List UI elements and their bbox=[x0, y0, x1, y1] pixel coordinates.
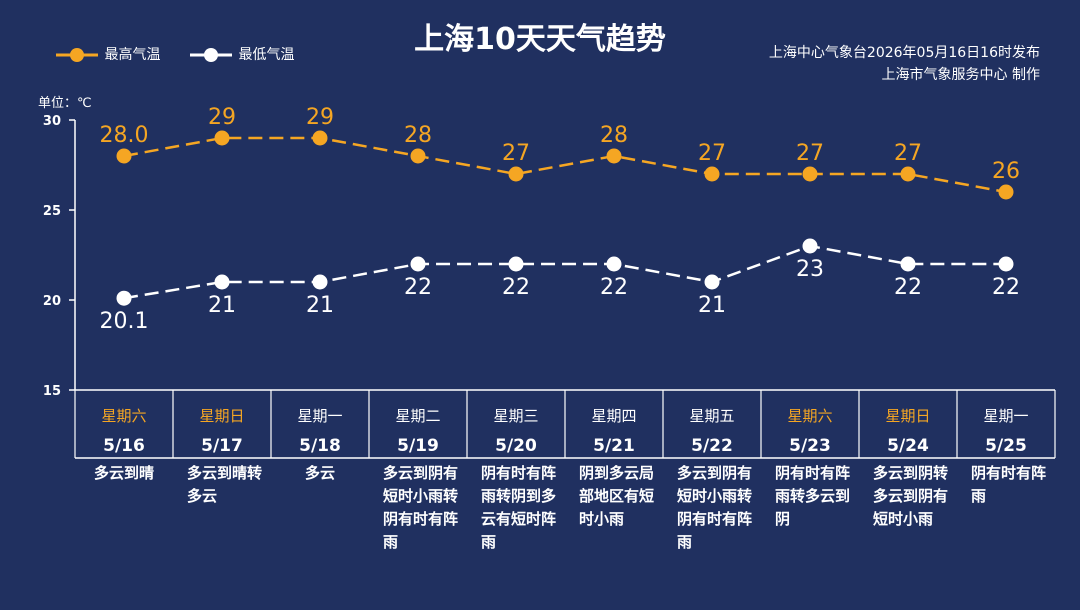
unit-label: 单位：℃ bbox=[38, 96, 92, 111]
weekday-label: 星期日 bbox=[199, 407, 244, 425]
date-label: 5/23 bbox=[789, 436, 831, 456]
date-label: 5/24 bbox=[887, 436, 929, 456]
data-label-low: 22 bbox=[404, 275, 432, 300]
data-label-high: 27 bbox=[796, 141, 824, 166]
data-point-high bbox=[116, 148, 132, 164]
weather-description: 多云到阴转多云到阴有短时小雨 bbox=[873, 464, 949, 528]
weekday-label: 星期五 bbox=[689, 407, 734, 425]
data-label-high: 29 bbox=[306, 105, 334, 130]
data-point-high bbox=[802, 166, 818, 182]
weather-description: 多云到晴 bbox=[93, 464, 154, 482]
weekday-label: 星期一 bbox=[297, 407, 342, 425]
date-label: 5/25 bbox=[985, 436, 1027, 456]
data-point-high bbox=[900, 166, 916, 182]
data-label-low: 21 bbox=[208, 293, 236, 318]
date-label: 5/22 bbox=[691, 436, 733, 456]
legend-high: 最高气温 bbox=[54, 44, 160, 64]
date-label: 5/21 bbox=[593, 436, 635, 456]
data-label-high: 28 bbox=[600, 123, 628, 148]
weather-description: 多云到晴转多云 bbox=[187, 464, 263, 505]
legend-low-label: 最低气温 bbox=[238, 47, 295, 63]
weekday-label: 星期日 bbox=[885, 407, 930, 425]
data-point-high bbox=[704, 166, 720, 182]
data-label-low: 21 bbox=[698, 293, 726, 318]
data-point-high bbox=[606, 148, 622, 164]
source-line-2: 上海市气象服务中心 制作 bbox=[881, 67, 1040, 83]
series-line-high bbox=[123, 136, 1007, 194]
weekday-label: 星期六 bbox=[101, 407, 146, 425]
weekday-label: 星期六 bbox=[787, 407, 832, 425]
data-point-high bbox=[312, 130, 328, 146]
data-label-high: 28.0 bbox=[100, 123, 149, 148]
date-label: 5/20 bbox=[495, 436, 537, 456]
legend-low-marker-icon bbox=[190, 48, 232, 62]
data-label-low: 23 bbox=[796, 257, 824, 282]
data-point-low bbox=[116, 290, 132, 306]
data-label-high: 29 bbox=[208, 105, 236, 130]
date-label: 5/18 bbox=[299, 436, 341, 456]
data-label-high: 26 bbox=[992, 159, 1020, 184]
y-tick-label-25: 25 bbox=[43, 204, 61, 219]
weather-description: 多云到阴有短时小雨转阴有时有阵雨 bbox=[383, 464, 459, 551]
data-point-high bbox=[410, 148, 426, 164]
data-label-low: 22 bbox=[502, 275, 530, 300]
data-point-low bbox=[802, 238, 818, 254]
legend-low: 最低气温 bbox=[188, 44, 294, 64]
data-point-low bbox=[214, 274, 230, 290]
data-label-high: 27 bbox=[894, 141, 922, 166]
y-tick-label-20: 20 bbox=[43, 294, 61, 309]
data-label-low: 20.1 bbox=[100, 309, 149, 334]
data-label-low: 21 bbox=[306, 293, 334, 318]
series-line-low bbox=[123, 244, 1006, 300]
data-point-high bbox=[508, 166, 524, 182]
weather-description: 阴有时有阵雨转阴到多云有短时阵雨 bbox=[481, 464, 557, 551]
weekday-label: 星期四 bbox=[591, 407, 636, 425]
data-point-low bbox=[606, 256, 622, 272]
weather-description: 阴有时有阵雨 bbox=[971, 464, 1047, 505]
y-tick-label-30: 30 bbox=[43, 114, 61, 129]
data-point-high bbox=[214, 130, 230, 146]
data-label-low: 22 bbox=[894, 275, 922, 300]
data-point-low bbox=[312, 274, 328, 290]
data-point-low bbox=[900, 256, 916, 272]
weather-description: 多云到阴有短时小雨转阴有时有阵雨 bbox=[677, 464, 753, 551]
data-label-high: 28 bbox=[404, 123, 432, 148]
legend-high-marker-icon bbox=[56, 48, 98, 62]
data-point-low bbox=[508, 256, 524, 272]
data-point-high bbox=[998, 184, 1014, 200]
weather-description: 阴有时有阵雨转多云到阴 bbox=[775, 464, 851, 528]
date-label: 5/17 bbox=[201, 436, 243, 456]
data-label-low: 22 bbox=[992, 275, 1020, 300]
weather-description: 多云 bbox=[304, 464, 335, 482]
data-point-low bbox=[998, 256, 1014, 272]
weekday-label: 星期二 bbox=[395, 407, 440, 425]
weather-description: 阴到多云局部地区有短时小雨 bbox=[579, 464, 655, 528]
weekday-label: 星期三 bbox=[493, 407, 538, 425]
data-point-low bbox=[704, 274, 720, 290]
source-line-1: 上海中心气象台2026年05月16日16时发布 bbox=[768, 45, 1040, 61]
data-label-high: 27 bbox=[502, 141, 530, 166]
data-label-low: 22 bbox=[600, 275, 628, 300]
data-point-low bbox=[410, 256, 426, 272]
date-label: 5/16 bbox=[103, 436, 145, 456]
data-label-high: 27 bbox=[698, 141, 726, 166]
legend-high-label: 最高气温 bbox=[104, 47, 161, 63]
y-tick-label-15: 15 bbox=[43, 384, 61, 399]
chart-title: 上海10天天气趋势 bbox=[414, 22, 666, 57]
weekday-label: 星期一 bbox=[983, 407, 1028, 425]
date-label: 5/19 bbox=[397, 436, 439, 456]
